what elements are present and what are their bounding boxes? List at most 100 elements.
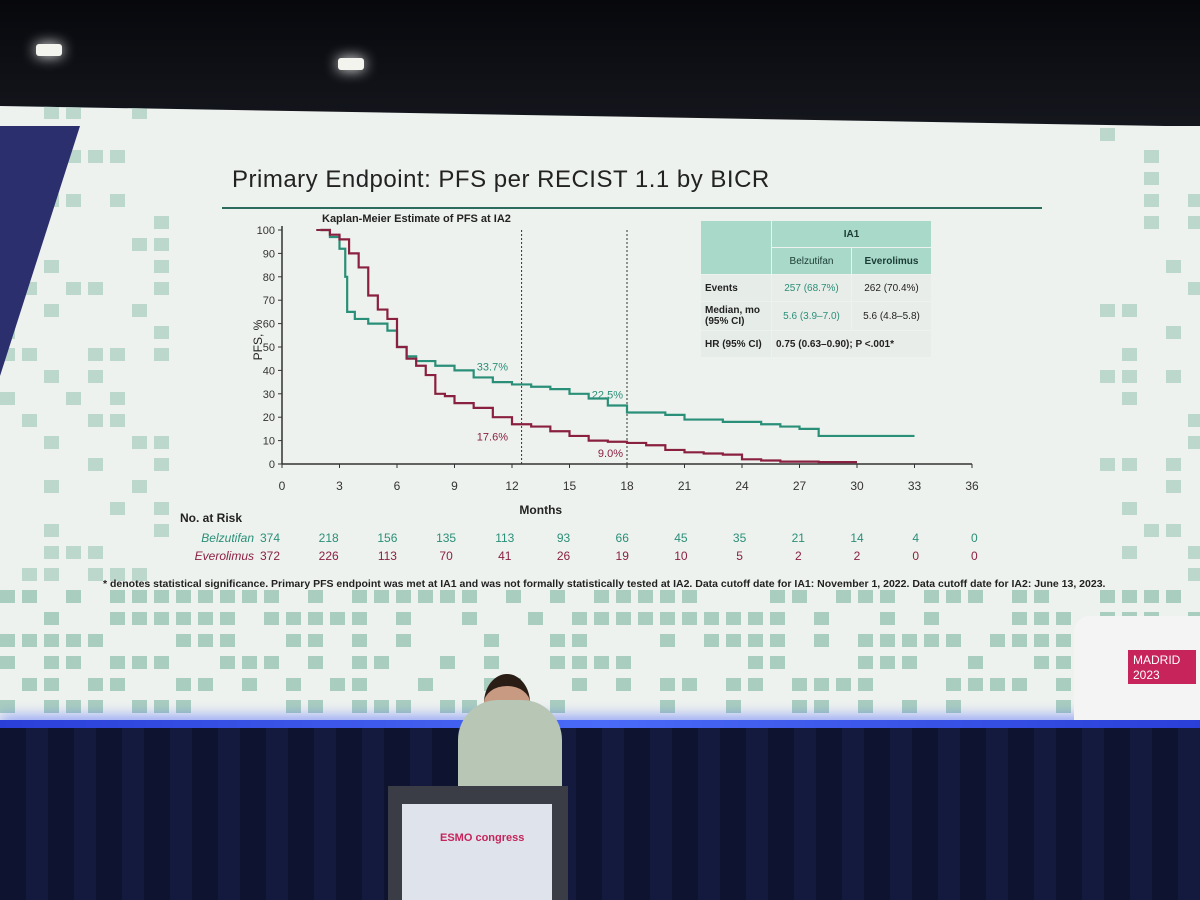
pattern-square — [1122, 458, 1137, 471]
risk-value: 0 — [971, 531, 978, 545]
ceiling-light — [36, 44, 62, 56]
pattern-square — [1144, 216, 1159, 229]
pattern-square — [44, 524, 59, 537]
pattern-square — [990, 678, 1005, 691]
y-tick-label: 10 — [263, 436, 275, 448]
risk-value: 41 — [498, 549, 512, 563]
pattern-square — [1012, 634, 1027, 647]
pattern-square — [1100, 370, 1115, 383]
badge-city: MADRID — [1133, 653, 1181, 667]
pattern-square — [176, 612, 191, 625]
pattern-square — [1122, 590, 1137, 603]
pattern-square — [858, 634, 873, 647]
pattern-square — [1122, 392, 1137, 405]
podium — [388, 786, 568, 900]
risk-value: 26 — [557, 549, 571, 563]
pattern-square — [154, 502, 169, 515]
pattern-square — [264, 590, 279, 603]
pattern-square — [66, 282, 81, 295]
pattern-square — [176, 678, 191, 691]
pattern-square — [154, 436, 169, 449]
row-label-events: Events — [700, 274, 772, 302]
pattern-square — [462, 590, 477, 603]
risk-value: 14 — [850, 531, 864, 545]
x-tick-label: 24 — [735, 479, 749, 493]
pattern-square — [528, 612, 543, 625]
km-curve-everolimus — [320, 228, 857, 464]
pattern-square — [550, 700, 565, 713]
pattern-square — [110, 656, 125, 669]
pattern-square — [132, 480, 147, 493]
pattern-square — [660, 612, 675, 625]
pattern-square — [1122, 370, 1137, 383]
pattern-square — [44, 656, 59, 669]
pattern-square — [1122, 348, 1137, 361]
footnote: * denotes statistical significance. Prim… — [103, 578, 1106, 590]
pattern-square — [902, 656, 917, 669]
pattern-square — [176, 590, 191, 603]
pattern-square — [1100, 304, 1115, 317]
pattern-square — [154, 282, 169, 295]
pattern-square — [110, 150, 125, 163]
pattern-square — [352, 634, 367, 647]
risk-row-label: Belzutifan — [201, 531, 254, 545]
pattern-square — [330, 612, 345, 625]
table-corner-cell — [700, 220, 772, 275]
risk-value: 21 — [792, 531, 806, 545]
table-row: Median, mo (95% CI) 5.6 (3.9–7.0) 5.6 (4… — [700, 301, 932, 331]
pattern-square — [616, 656, 631, 669]
pattern-square — [1012, 678, 1027, 691]
pattern-square — [748, 612, 763, 625]
podium-screen — [402, 804, 552, 900]
pattern-square — [198, 612, 213, 625]
pattern-square — [1122, 304, 1137, 317]
pattern-square — [594, 590, 609, 603]
pattern-square — [462, 612, 477, 625]
x-axis-label: Months — [519, 503, 562, 517]
pattern-square — [1188, 282, 1200, 295]
pattern-square — [1056, 612, 1071, 625]
pattern-square — [660, 678, 675, 691]
pattern-square — [88, 546, 103, 559]
pattern-square — [704, 612, 719, 625]
pattern-square — [154, 238, 169, 251]
y-axis-label: PFS, % — [251, 319, 265, 360]
risk-value: 10 — [674, 549, 688, 563]
pattern-square — [814, 634, 829, 647]
risk-value: 156 — [377, 531, 397, 545]
pattern-square — [88, 634, 103, 647]
pattern-square — [198, 678, 213, 691]
pattern-square — [44, 568, 59, 581]
ceiling-light — [338, 58, 364, 70]
pattern-square — [946, 590, 961, 603]
pattern-square — [66, 700, 81, 713]
pattern-square — [1166, 260, 1181, 273]
pattern-square — [44, 546, 59, 559]
y-tick-label: 40 — [263, 365, 275, 377]
pattern-square — [44, 700, 59, 713]
pattern-square — [66, 546, 81, 559]
y-tick-label: 100 — [257, 225, 275, 237]
events-everolimus: 262 (70.4%) — [851, 274, 932, 302]
pattern-square — [154, 700, 169, 713]
curve-annotation: 33.7% — [477, 361, 508, 373]
table-col-belzutifan: Belzutifan — [771, 247, 852, 275]
pattern-square — [638, 612, 653, 625]
badge-year: 2023 — [1133, 668, 1160, 682]
pattern-square — [66, 634, 81, 647]
risk-value: 113 — [378, 549, 397, 563]
y-tick-label: 50 — [263, 342, 275, 354]
x-tick-label: 27 — [793, 479, 807, 493]
pattern-square — [792, 678, 807, 691]
pattern-square — [418, 678, 433, 691]
table-row: HR (95% CI) 0.75 (0.63–0.90); P <.001* — [700, 330, 932, 358]
pattern-square — [1012, 590, 1027, 603]
pattern-square — [110, 678, 125, 691]
x-tick-label: 0 — [279, 479, 286, 493]
pattern-square — [110, 612, 125, 625]
pattern-square — [1056, 634, 1071, 647]
table-header-ia1: IA1 — [771, 220, 932, 248]
pattern-square — [132, 700, 147, 713]
pattern-square — [220, 612, 235, 625]
congress-badge: MADRID 2023 — [1074, 616, 1200, 720]
